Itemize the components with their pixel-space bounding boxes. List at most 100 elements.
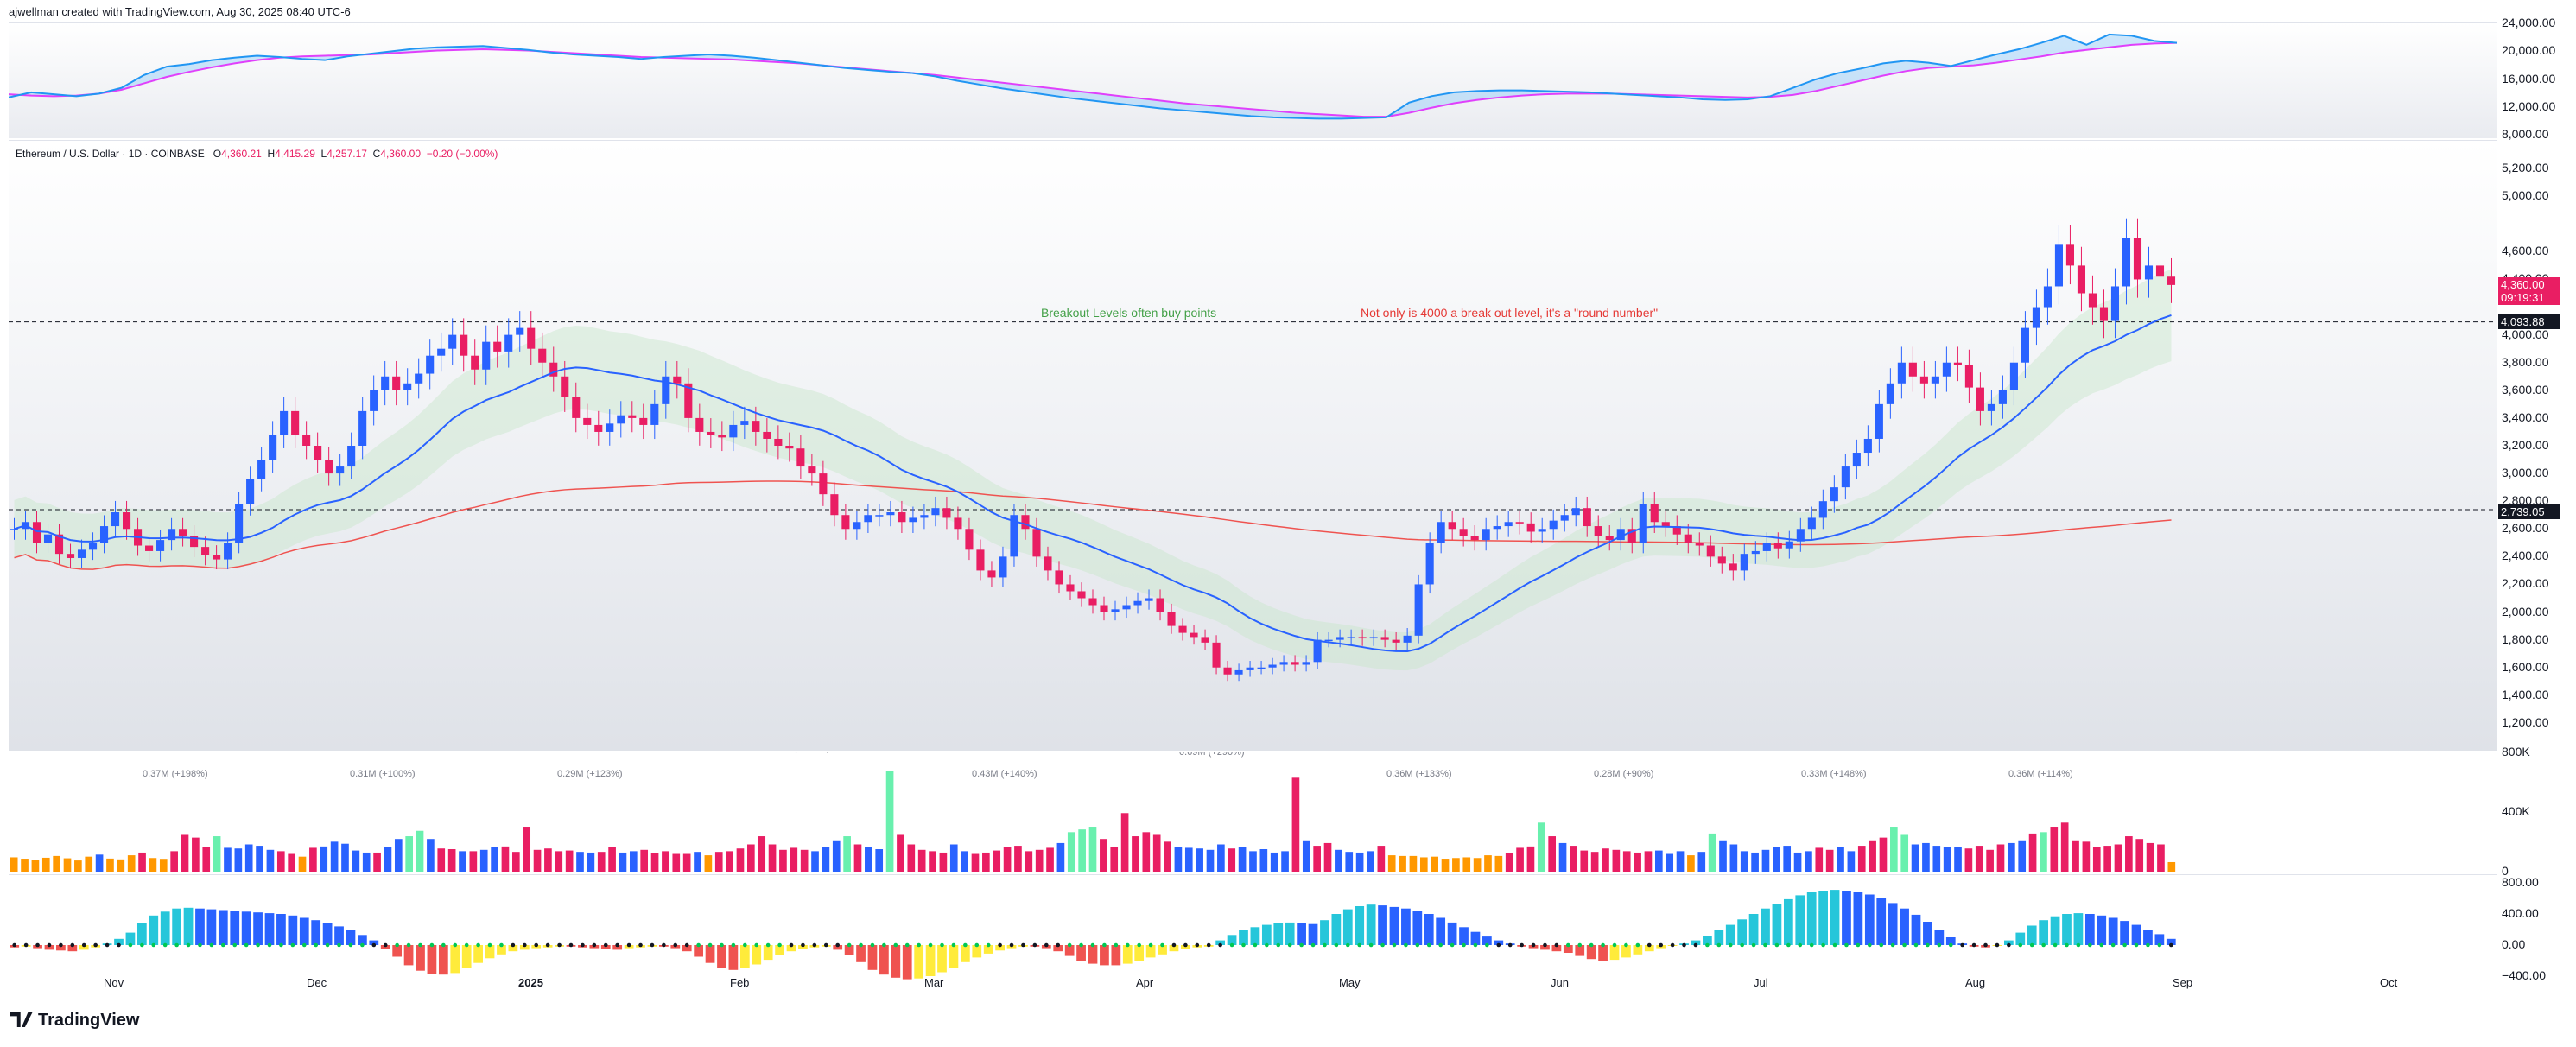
oscillator-pane[interactable]	[9, 874, 2497, 992]
chart-credit: ajwellman created with TradingView.com, …	[9, 5, 351, 18]
volume-bar	[362, 852, 371, 872]
histogram-bar	[949, 945, 959, 968]
candle-body	[1257, 667, 1266, 669]
volume-bar	[1228, 848, 1236, 872]
candle-body	[1627, 529, 1636, 543]
squeeze-dot	[81, 942, 86, 948]
histogram-bar	[1703, 936, 1712, 945]
squeeze-dot	[986, 942, 991, 948]
histogram-bar	[1482, 936, 1492, 945]
oscillator-axis[interactable]: 800.00 400.00 0.00 −400.00	[2497, 874, 2576, 991]
squeeze-dot	[117, 942, 121, 948]
histogram-bar	[1551, 945, 1562, 952]
histogram-bar	[461, 945, 472, 968]
candle-body	[1437, 522, 1445, 543]
squeeze-dot	[1253, 942, 1258, 948]
top-price-axis[interactable]: 24,000.00 20,000.00 16,000.00 12,000.00 8,00…	[2497, 16, 2576, 141]
squeeze-dot	[1646, 942, 1652, 948]
histogram-bar	[717, 945, 726, 968]
squeeze-dot	[1728, 942, 1733, 948]
histogram-bar	[438, 945, 448, 975]
histogram-bar	[983, 945, 993, 954]
histogram-bar	[1239, 930, 1248, 945]
volume-bar	[1570, 846, 1577, 872]
volume-pane[interactable]: 0.37M (+198%) 0.31M (+100%) 0.29M (+123%) 0…	[9, 752, 2497, 873]
histogram-bar	[358, 935, 367, 945]
squeeze-dot	[1612, 942, 1617, 948]
histogram-bar	[1900, 908, 1909, 945]
time-axis[interactable]: Nov Dec 2025 Feb Mar Apr May Jun Jul Aug Sep Oct	[9, 976, 2497, 993]
volume-bar	[1612, 849, 1621, 872]
volume-annotation-5: 0.69M (+290%)	[1179, 752, 1245, 758]
volume-bar	[2125, 836, 2133, 872]
top-indicator-pane[interactable]	[9, 22, 2497, 138]
candle-body	[43, 534, 53, 543]
volume-bar	[1238, 847, 1247, 872]
volume-bar	[181, 834, 189, 872]
volume-bar	[704, 855, 713, 872]
squeeze-dot	[1543, 942, 1547, 948]
candle-body	[920, 515, 929, 518]
squeeze-dot	[2065, 942, 2069, 948]
symbol-legend[interactable]: Ethereum / U.S. Dollar · 1D · COINBASE O…	[16, 148, 498, 160]
histogram-bar	[392, 945, 403, 957]
volume-bar	[1943, 847, 1951, 872]
squeeze-dot	[290, 942, 295, 948]
volume-bar	[2018, 840, 2027, 872]
squeeze-dot	[1507, 942, 1513, 948]
histogram-bar	[1436, 917, 1446, 945]
squeeze-dot	[963, 942, 968, 948]
squeeze-dot	[1323, 942, 1327, 948]
squeeze-dot	[301, 942, 307, 948]
squeeze-dot	[1879, 942, 1884, 948]
histogram-bar	[1586, 945, 1596, 960]
histogram-bar	[1169, 945, 1179, 952]
squeeze-dot	[337, 942, 341, 948]
histogram-bar	[1945, 937, 1956, 945]
squeeze-dot	[731, 942, 736, 948]
squeeze-dot	[1624, 942, 1628, 948]
main-price-axis[interactable]: 5,200.005,000.004,600.004,400.004,000.00…	[2497, 140, 2576, 750]
squeeze-dot	[870, 942, 875, 948]
volume-bar	[1708, 833, 1716, 872]
squeeze-dot	[1774, 942, 1780, 948]
volume-bar	[1773, 847, 1780, 872]
candle-body	[1740, 554, 1748, 571]
candle-body	[1706, 545, 1715, 557]
candle-body	[482, 341, 491, 370]
volume-bar	[1217, 844, 1225, 872]
histogram-bar	[1818, 891, 1828, 945]
candle-body	[1369, 637, 1378, 639]
candle-body	[774, 438, 783, 446]
candle-body	[381, 376, 390, 390]
squeeze-dot	[1809, 942, 1814, 948]
candle-body	[549, 362, 558, 377]
candle-body	[123, 512, 131, 530]
main-price-pane[interactable]	[9, 140, 2497, 751]
squeeze-dot	[2076, 942, 2081, 948]
histogram-bar	[2097, 915, 2107, 945]
candle-body	[752, 421, 760, 432]
volume-bar	[1526, 846, 1535, 872]
legend-high: 4,415.29	[275, 148, 315, 160]
candle-body	[403, 383, 412, 390]
volume-bar	[907, 844, 916, 872]
histogram-bar	[1076, 945, 1086, 961]
squeeze-dot	[383, 942, 388, 948]
histogram-bar	[786, 945, 796, 952]
candle-body	[201, 547, 210, 555]
histogram-bar	[1064, 945, 1075, 956]
candle-body	[213, 555, 221, 560]
volume-axis[interactable]: 800K 400K 0	[2497, 745, 2576, 878]
candle-body	[1807, 517, 1816, 530]
squeeze-dot	[151, 942, 156, 948]
histogram-bar	[1389, 906, 1399, 945]
volume-bar	[1046, 847, 1054, 872]
squeeze-dot	[162, 942, 168, 948]
histogram-bar	[508, 945, 518, 952]
histogram-bar	[44, 945, 54, 950]
tradingview-logo[interactable]: TradingView	[10, 1011, 139, 1031]
histogram-bar	[230, 911, 240, 945]
candle-body	[2009, 362, 2018, 390]
osc-axis-tick-1: 400.00	[2502, 906, 2539, 920]
